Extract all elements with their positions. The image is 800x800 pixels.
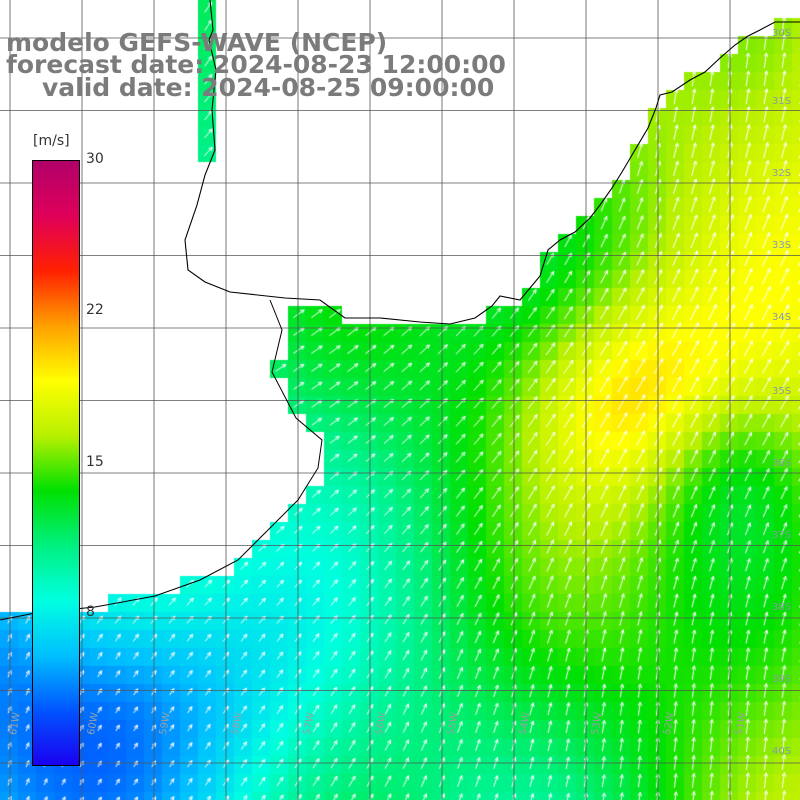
colorbar-tick-15: 15 (86, 454, 104, 470)
colorbar-tick-22: 22 (86, 302, 104, 318)
lat-label-39s: 39S (772, 674, 792, 685)
lat-label-32s: 32S (772, 168, 792, 179)
lat-label-33s: 33S (772, 240, 792, 251)
model-title: modelo GEFS-WAVE (NCEP) (6, 28, 388, 57)
colorbar (32, 160, 80, 766)
colorbar-tick-8: 8 (86, 604, 95, 620)
lat-label-36s: 36S (772, 458, 792, 469)
valid-date: valid date: 2024-08-25 09:00:00 (42, 73, 495, 102)
colorbar-tick-30: 30 (86, 151, 104, 167)
lat-label-30s: 30S (772, 28, 792, 39)
lat-label-31s: 31S (772, 96, 792, 107)
coastline (184, 0, 800, 325)
lat-label-34s: 34S (772, 312, 792, 323)
forecast-date: forecast date: 2024-08-23 12:00:00 (6, 50, 506, 79)
lat-label-38s: 38S (772, 602, 792, 613)
country-border (0, 299, 323, 621)
colorbar-units: [m/s] (33, 133, 70, 149)
lat-label-35s: 35S (772, 386, 792, 397)
lat-label-37s: 37S (772, 530, 792, 541)
lat-label-40s: 40S (772, 746, 792, 757)
